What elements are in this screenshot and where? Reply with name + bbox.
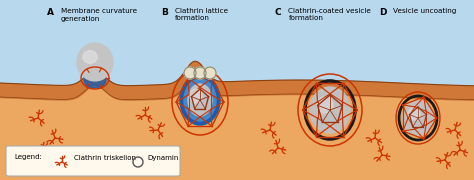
- Circle shape: [204, 67, 216, 79]
- Text: Clathrin lattice
formation: Clathrin lattice formation: [174, 8, 228, 21]
- Circle shape: [184, 67, 196, 79]
- Text: Membrane curvature
generation: Membrane curvature generation: [61, 8, 137, 21]
- Ellipse shape: [317, 97, 333, 113]
- Text: A: A: [47, 8, 54, 17]
- Ellipse shape: [188, 84, 212, 116]
- Text: B: B: [161, 8, 167, 17]
- FancyBboxPatch shape: [6, 146, 180, 176]
- Text: Legend:: Legend:: [14, 154, 42, 160]
- Ellipse shape: [184, 79, 216, 121]
- Circle shape: [194, 67, 206, 79]
- Ellipse shape: [310, 87, 350, 133]
- Polygon shape: [0, 0, 474, 86]
- Text: D: D: [379, 8, 386, 17]
- Text: C: C: [274, 8, 281, 17]
- Ellipse shape: [83, 51, 97, 63]
- Text: Vesicle uncoating: Vesicle uncoating: [392, 8, 456, 14]
- Text: Dynamin: Dynamin: [147, 155, 178, 161]
- Ellipse shape: [77, 43, 113, 81]
- Ellipse shape: [190, 89, 202, 103]
- Ellipse shape: [408, 108, 420, 120]
- Ellipse shape: [84, 72, 106, 88]
- Polygon shape: [0, 75, 474, 180]
- Ellipse shape: [403, 100, 433, 136]
- Text: Clathrin triskelion: Clathrin triskelion: [74, 155, 136, 161]
- Text: Clathrin-coated vesicle
formation: Clathrin-coated vesicle formation: [288, 8, 371, 21]
- Ellipse shape: [180, 75, 220, 125]
